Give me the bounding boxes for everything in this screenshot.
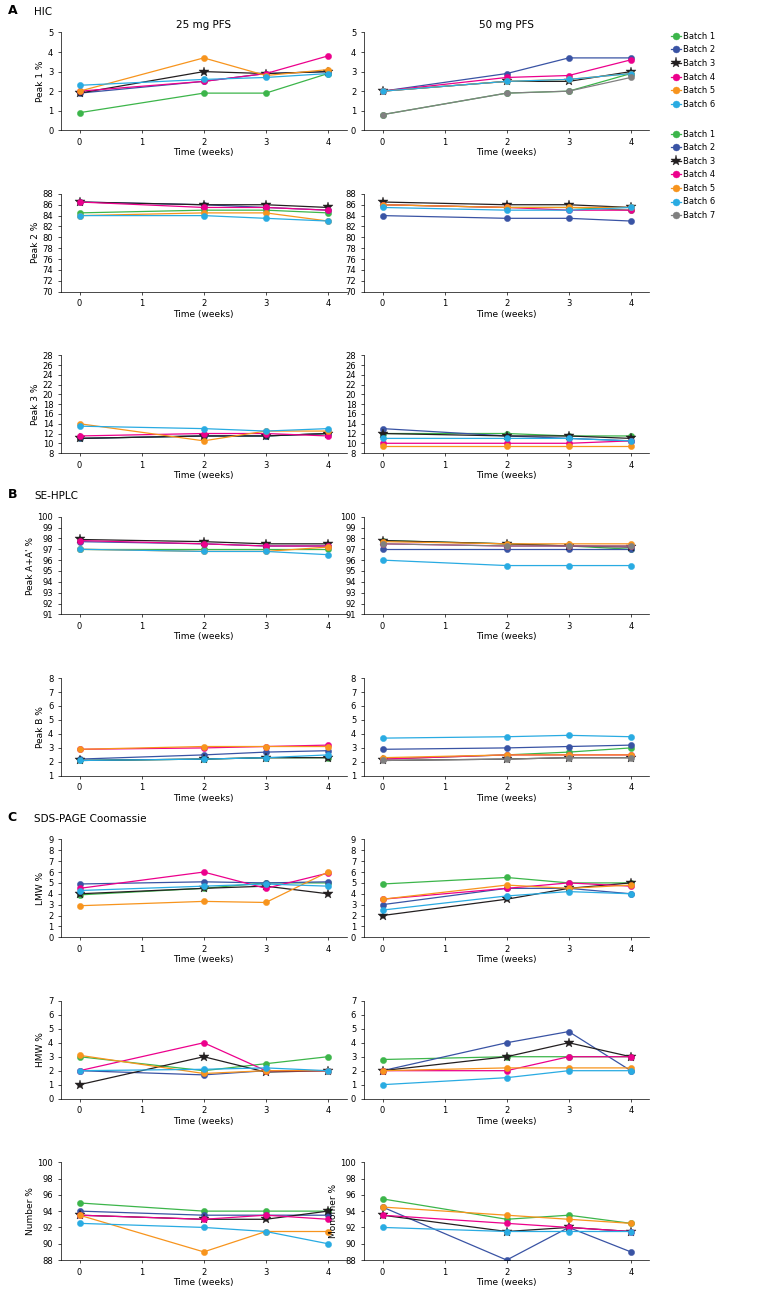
X-axis label: Time (weeks): Time (weeks): [174, 309, 234, 318]
X-axis label: Time (weeks): Time (weeks): [174, 1117, 234, 1126]
Y-axis label: Peak B %: Peak B %: [36, 707, 45, 748]
X-axis label: Time (weeks): Time (weeks): [476, 309, 537, 318]
X-axis label: Time (weeks): Time (weeks): [174, 633, 234, 642]
X-axis label: Time (weeks): Time (weeks): [174, 955, 234, 964]
Y-axis label: HMW %: HMW %: [36, 1033, 45, 1068]
Legend: Batch 1, Batch 2, Batch 3, Batch 4, Batch 5, Batch 6: Batch 1, Batch 2, Batch 3, Batch 4, Batc…: [671, 31, 716, 109]
X-axis label: Time (weeks): Time (weeks): [174, 472, 234, 481]
X-axis label: Time (weeks): Time (weeks): [476, 1278, 537, 1287]
Y-axis label: Peak 1 %: Peak 1 %: [36, 61, 45, 103]
Y-axis label: Monomer %: Monomer %: [328, 1185, 338, 1238]
X-axis label: Time (weeks): Time (weeks): [174, 794, 234, 803]
X-axis label: Time (weeks): Time (weeks): [174, 1278, 234, 1287]
Text: SDS-PAGE Coomassie: SDS-PAGE Coomassie: [34, 814, 147, 824]
Text: HIC: HIC: [34, 6, 53, 17]
X-axis label: Time (weeks): Time (weeks): [476, 794, 537, 803]
Title: 25 mg PFS: 25 mg PFS: [176, 21, 232, 30]
Text: C: C: [8, 811, 17, 824]
Title: 50 mg PFS: 50 mg PFS: [479, 21, 534, 30]
Text: B: B: [8, 488, 17, 501]
Y-axis label: Peak 2 %: Peak 2 %: [30, 222, 40, 264]
X-axis label: Time (weeks): Time (weeks): [476, 633, 537, 642]
X-axis label: Time (weeks): Time (weeks): [476, 1117, 537, 1126]
Y-axis label: Number %: Number %: [26, 1187, 35, 1235]
Text: SE-HPLC: SE-HPLC: [34, 491, 78, 501]
X-axis label: Time (weeks): Time (weeks): [476, 955, 537, 964]
Y-axis label: Peak A+A' %: Peak A+A' %: [26, 536, 35, 595]
Y-axis label: Peak 3 %: Peak 3 %: [31, 383, 40, 425]
X-axis label: Time (weeks): Time (weeks): [476, 148, 537, 157]
X-axis label: Time (weeks): Time (weeks): [174, 148, 234, 157]
Text: A: A: [8, 4, 18, 17]
Y-axis label: LMW %: LMW %: [36, 872, 45, 905]
Legend: Batch 1, Batch 2, Batch 3, Batch 4, Batch 5, Batch 6, Batch 7: Batch 1, Batch 2, Batch 3, Batch 4, Batc…: [671, 130, 716, 220]
X-axis label: Time (weeks): Time (weeks): [476, 472, 537, 481]
